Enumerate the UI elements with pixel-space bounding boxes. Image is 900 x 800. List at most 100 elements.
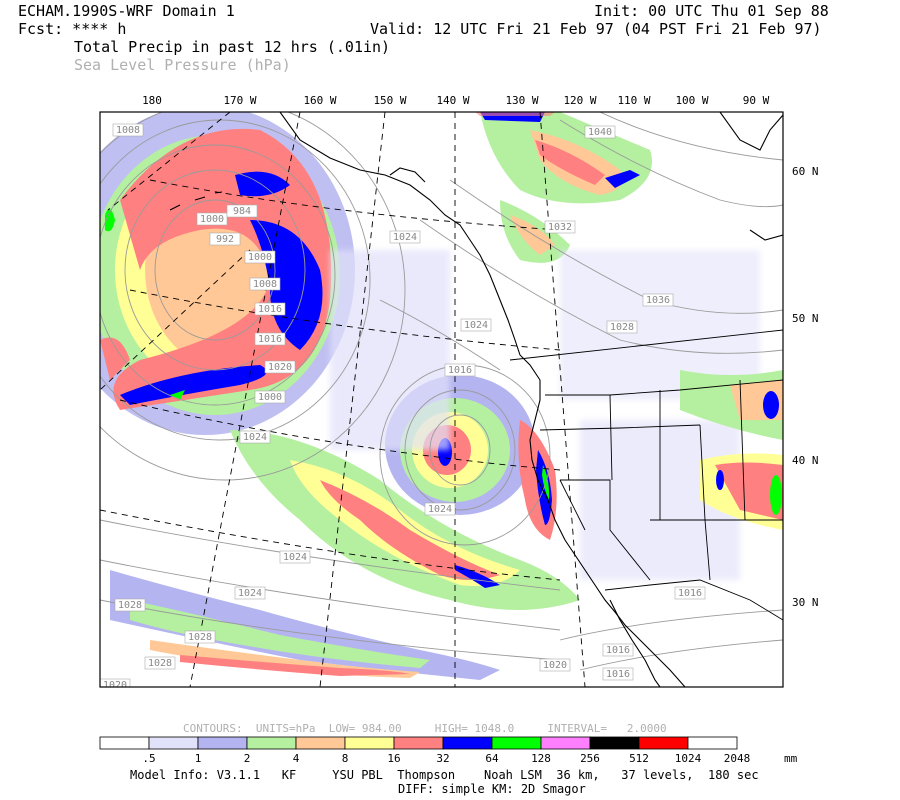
isobar-label: 1024 [234, 586, 266, 600]
legend-label: 1024 [675, 752, 702, 765]
svg-text:1016: 1016 [258, 304, 282, 315]
isobar-label: 1028 [114, 598, 146, 612]
isobar-label: 1040 [584, 125, 616, 139]
lon-label: 130 W [505, 94, 538, 107]
legend-swatch [99, 736, 150, 750]
legend-label: 128 [531, 752, 551, 765]
field-precip-label: Total Precip in past 12 hrs (.01in) [74, 38, 391, 56]
legend-label: 2048 [724, 752, 751, 765]
plot-title: ECHAM.1990S-WRF Domain 1 [18, 2, 235, 20]
svg-text:1028: 1028 [148, 658, 172, 669]
lon-label: 90 W [743, 94, 770, 107]
svg-text:1008: 1008 [253, 279, 277, 290]
lat-lon-grid [100, 112, 586, 687]
svg-text:1016: 1016 [678, 588, 702, 599]
svg-text:992: 992 [216, 234, 234, 245]
isobar-label: 1000 [244, 250, 276, 264]
lon-label: 150 W [373, 94, 406, 107]
svg-text:1000: 1000 [258, 392, 282, 403]
legend-swatch [491, 736, 542, 750]
contour-interval-value: 2.0000 [626, 722, 667, 735]
legend-label: 512 [629, 752, 649, 765]
lat-axis-labels: 60 N 50 N 40 N 30 N [792, 165, 819, 609]
legend-swatch [589, 736, 640, 750]
legend-swatch [540, 736, 591, 750]
svg-text:1032: 1032 [548, 222, 572, 233]
lon-label: 110 W [617, 94, 650, 107]
svg-text:1008: 1008 [116, 125, 140, 136]
isobar-label: 1016 [254, 302, 286, 316]
svg-text:1020: 1020 [543, 660, 567, 671]
legend-swatch [687, 736, 738, 750]
map-frame [99, 111, 784, 688]
lon-label: 140 W [436, 94, 469, 107]
isobar-label: 1008 [112, 123, 144, 137]
isobar-label: 1024 [239, 430, 271, 444]
isobar-label: 1016 [254, 332, 286, 346]
svg-text:1024: 1024 [393, 232, 417, 243]
contour-units: UNITS=hPa [255, 722, 316, 735]
isobar-label: 1024 [279, 550, 311, 564]
legend-label: 2 [244, 752, 251, 765]
legend-swatch [344, 736, 395, 750]
svg-text:1024: 1024 [464, 320, 488, 331]
valid-time: Valid: 12 UTC Fri 21 Feb 97 (04 PST Fri … [370, 20, 822, 38]
isobar-label: 1032 [544, 220, 576, 234]
lon-label: 100 W [675, 94, 708, 107]
lon-label: 170 W [223, 94, 256, 107]
svg-text:1016: 1016 [606, 645, 630, 656]
isobar-label: 1028 [184, 630, 216, 644]
svg-text:1040: 1040 [588, 127, 612, 138]
legend-label: 64 [485, 752, 499, 765]
contour-high-value: 1048.0 [474, 722, 515, 735]
svg-text:1000: 1000 [200, 214, 224, 225]
svg-text:1036: 1036 [646, 295, 670, 306]
legend-units: mm [784, 752, 798, 765]
isobar-label: 1028 [606, 320, 638, 334]
field-slp-label: Sea Level Pressure (hPa) [74, 56, 291, 74]
legend-label: 256 [580, 752, 600, 765]
isobar-label: 1016 [602, 667, 634, 681]
contour-low-label: LOW= [328, 722, 356, 735]
isobar-label: 1016 [674, 586, 706, 600]
map-content: 1008 1000 992 984 1000 1008 1016 1016 1020 1000 10… [100, 112, 783, 691]
precip-legend: .5 1 2 4 8 16 32 64 128 256 512 1024 2048 mm [99, 736, 798, 765]
contour-high-label: HIGH= [434, 722, 468, 735]
svg-text:984: 984 [233, 206, 251, 217]
forecast-hour: Fcst: **** h [18, 20, 127, 38]
contour-info: CONTOURS: UNITS=hPa LOW= 984.00 HIGH= 10… [183, 722, 667, 735]
isobar-label: 1020 [539, 658, 571, 672]
isobar-label: 1008 [249, 277, 281, 291]
isobar-label: 1016 [444, 363, 476, 377]
legend-swatch [442, 736, 493, 750]
isobar-label: 1020 [100, 678, 131, 691]
political-boundaries [509, 329, 783, 621]
legend-swatch [197, 736, 248, 750]
svg-text:1020: 1020 [103, 680, 127, 691]
lat-label: 50 N [792, 312, 819, 325]
svg-text:1016: 1016 [258, 334, 282, 345]
svg-text:1016: 1016 [606, 669, 630, 680]
contour-low-value: 984.00 [361, 722, 402, 735]
diffusion-info: DIFF: simple KM: 2D Smagor [398, 782, 586, 796]
isobar-label: 1024 [389, 230, 421, 244]
lon-label: 160 W [303, 94, 336, 107]
lat-label: 60 N [792, 165, 819, 178]
isobar-label: 1024 [424, 502, 456, 516]
svg-text:1024: 1024 [238, 588, 262, 599]
lat-label: 30 N [792, 596, 819, 609]
legend-swatch [246, 736, 297, 750]
svg-text:1028: 1028 [610, 322, 634, 333]
isobar-label: 1024 [460, 318, 492, 332]
model-info: Model Info: V3.1.1 KF YSU PBL Thompson N… [130, 768, 759, 782]
legend-label: 8 [342, 752, 349, 765]
svg-text:1020: 1020 [268, 362, 292, 373]
svg-text:1024: 1024 [283, 552, 307, 563]
legend-swatch [295, 736, 346, 750]
legend-swatch [148, 736, 199, 750]
legend-label: 32 [436, 752, 449, 765]
isobar-label: 1036 [642, 293, 674, 307]
isobar-label: 1020 [264, 360, 296, 374]
svg-text:1024: 1024 [243, 432, 267, 443]
isobar-label: 1028 [144, 656, 176, 670]
